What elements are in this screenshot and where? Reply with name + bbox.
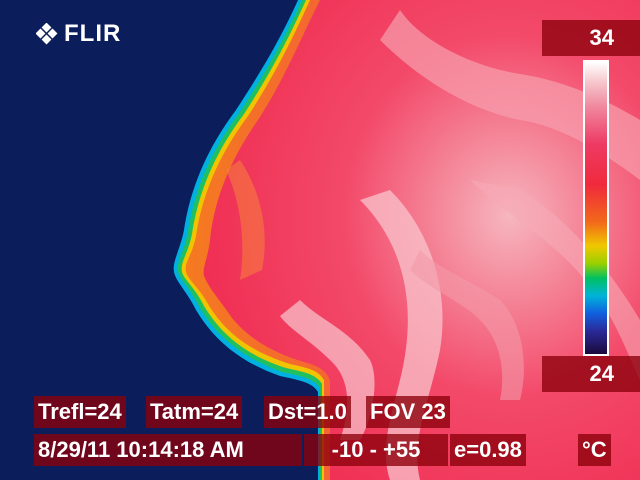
temperature-color-bar	[583, 60, 609, 356]
atmospheric-temperature: Tatm=24	[146, 396, 243, 428]
temperature-unit: °C	[578, 434, 611, 466]
flir-diamond-logo-icon	[36, 23, 58, 45]
temperature-range: -10 - +55	[304, 434, 448, 466]
distance-readout: Dst=1.0	[264, 396, 351, 428]
reflected-temperature: Trefl=24	[34, 396, 126, 428]
brand-name: FLIR	[64, 20, 122, 47]
date-time-stamp: 8/29/11 10:14:18 AM	[34, 434, 302, 466]
scale-min-value: 24	[542, 356, 640, 392]
emissivity-readout: e=0.98	[450, 434, 526, 466]
flir-logo: FLIR	[36, 20, 121, 48]
field-of-view-readout: FOV 23	[366, 396, 450, 428]
scale-max-value: 34	[542, 20, 640, 56]
